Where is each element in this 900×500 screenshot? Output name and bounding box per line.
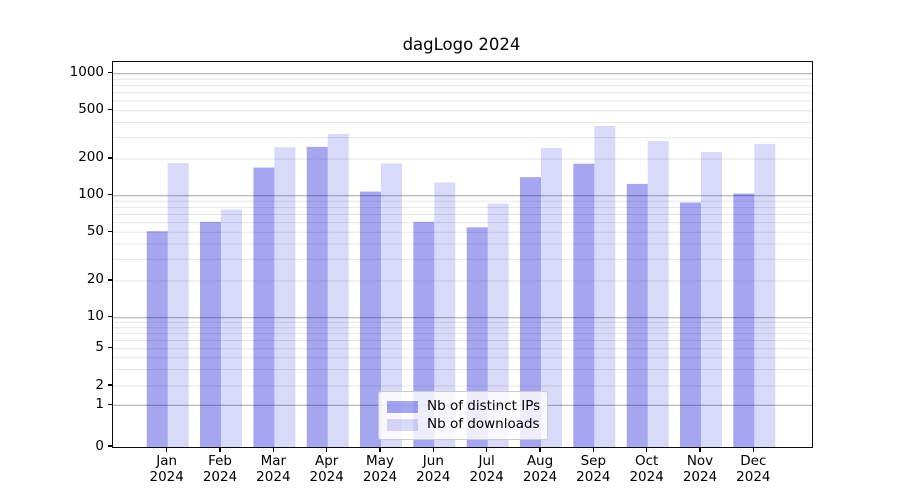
bar-downloads-jun-2024 [434, 182, 456, 447]
bars [146, 125, 776, 447]
y-tick-label-20: 20 [86, 271, 104, 288]
y-tick-label-200: 200 [78, 149, 104, 166]
y-tick-mark [107, 445, 112, 447]
plot-canvas [113, 73, 812, 447]
x-tick-mark [379, 447, 381, 452]
bar-downloads-mar-2024 [274, 147, 296, 447]
bar-downloads-may-2024 [381, 163, 402, 447]
bar-distinct-ips-jun-2024 [413, 221, 435, 447]
x-tick-label-jan-2024: Jan 2024 [149, 453, 184, 485]
bar-distinct-ips-may-2024 [360, 191, 381, 447]
y-tick-mark [107, 72, 112, 74]
y-tick-mark [107, 279, 112, 281]
bar-distinct-ips-oct-2024 [626, 183, 648, 447]
legend-label-downloads: Nb of downloads [427, 416, 540, 432]
y-tick-mark [107, 384, 112, 386]
bar-distinct-ips-dec-2024 [733, 193, 755, 447]
x-tick-mark [219, 447, 221, 452]
x-tick-mark [166, 447, 168, 452]
bar-downloads-aug-2024 [541, 148, 562, 447]
y-tick-mark [107, 347, 112, 349]
x-tick-label-apr-2024: Apr 2024 [309, 453, 344, 485]
chart-title: dagLogo 2024 [402, 35, 521, 54]
y-tick-label-1: 1 [95, 395, 104, 412]
y-tick-label-50: 50 [86, 222, 104, 239]
y-tick-mark [107, 316, 112, 318]
x-tick-mark [592, 447, 595, 452]
x-tick-mark [432, 447, 435, 452]
bar-distinct-ips-feb-2024 [200, 221, 221, 447]
legend: Nb of distinct IPs Nb of downloads [378, 391, 548, 440]
x-tick-label-oct-2024: Oct 2024 [629, 453, 664, 485]
bar-downloads-sep-2024 [594, 125, 616, 447]
legend-item-downloads: Nb of downloads [387, 416, 540, 433]
x-tick-label-mar-2024: Mar 2024 [256, 453, 291, 485]
bar-downloads-apr-2024 [327, 133, 349, 447]
bar-distinct-ips-nov-2024 [680, 202, 701, 447]
y-tick-label-5: 5 [95, 339, 104, 356]
bar-distinct-ips-aug-2024 [520, 177, 541, 447]
y-gridlines-minor [113, 78, 812, 387]
x-tick-label-aug-2024: Aug 2024 [522, 453, 558, 485]
y-tick-label-500: 500 [78, 101, 104, 118]
bar-distinct-ips-jan-2024 [146, 231, 168, 447]
legend-swatch-downloads [387, 418, 418, 431]
x-tick-mark [752, 447, 755, 452]
legend-swatch-distinct-ips [387, 400, 418, 413]
bar-downloads-jan-2024 [167, 163, 189, 447]
x-tick-mark [645, 447, 648, 452]
x-tick-mark [699, 447, 701, 452]
y-tick-label-10: 10 [86, 308, 104, 325]
x-tick-label-nov-2024: Nov 2024 [682, 453, 718, 485]
y-tick-mark [107, 157, 112, 159]
bar-downloads-oct-2024 [647, 141, 669, 447]
x-tick-label-feb-2024: Feb 2024 [202, 453, 238, 485]
y-tick-label-0: 0 [95, 437, 104, 454]
bar-distinct-ips-mar-2024 [253, 167, 275, 447]
y-tick-label-2: 2 [95, 376, 104, 393]
x-tick-label-jun-2024: Jun 2024 [416, 453, 451, 485]
x-tick-mark [539, 447, 541, 452]
y-tick-mark [107, 230, 112, 232]
bar-distinct-ips-sep-2024 [573, 163, 595, 447]
y-tick-mark [107, 109, 112, 111]
bar-downloads-jul-2024 [487, 203, 509, 447]
x-tick-label-dec-2024: Dec 2024 [736, 453, 771, 485]
x-tick-label-sep-2024: Sep 2024 [576, 453, 611, 485]
bar-downloads-nov-2024 [701, 152, 722, 447]
legend-label-distinct-ips: Nb of distinct IPs [427, 398, 541, 414]
x-tick-label-may-2024: May 2024 [362, 453, 398, 485]
plot-area [112, 61, 813, 448]
bar-downloads-dec-2024 [754, 143, 776, 447]
x-tick-mark [272, 447, 275, 452]
x-tick-label-jul-2024: Jul 2024 [469, 453, 504, 485]
x-tick-mark [485, 447, 488, 452]
y-tick-label-100: 100 [78, 186, 104, 203]
y-tick-label-1000: 1000 [69, 64, 104, 81]
y-tick-mark [107, 403, 112, 405]
bar-distinct-ips-apr-2024 [306, 146, 328, 447]
x-tick-mark [325, 447, 328, 452]
bar-downloads-feb-2024 [221, 209, 242, 447]
legend-item-distinct-ips: Nb of distinct IPs [387, 398, 541, 415]
y-tick-mark [107, 194, 112, 196]
